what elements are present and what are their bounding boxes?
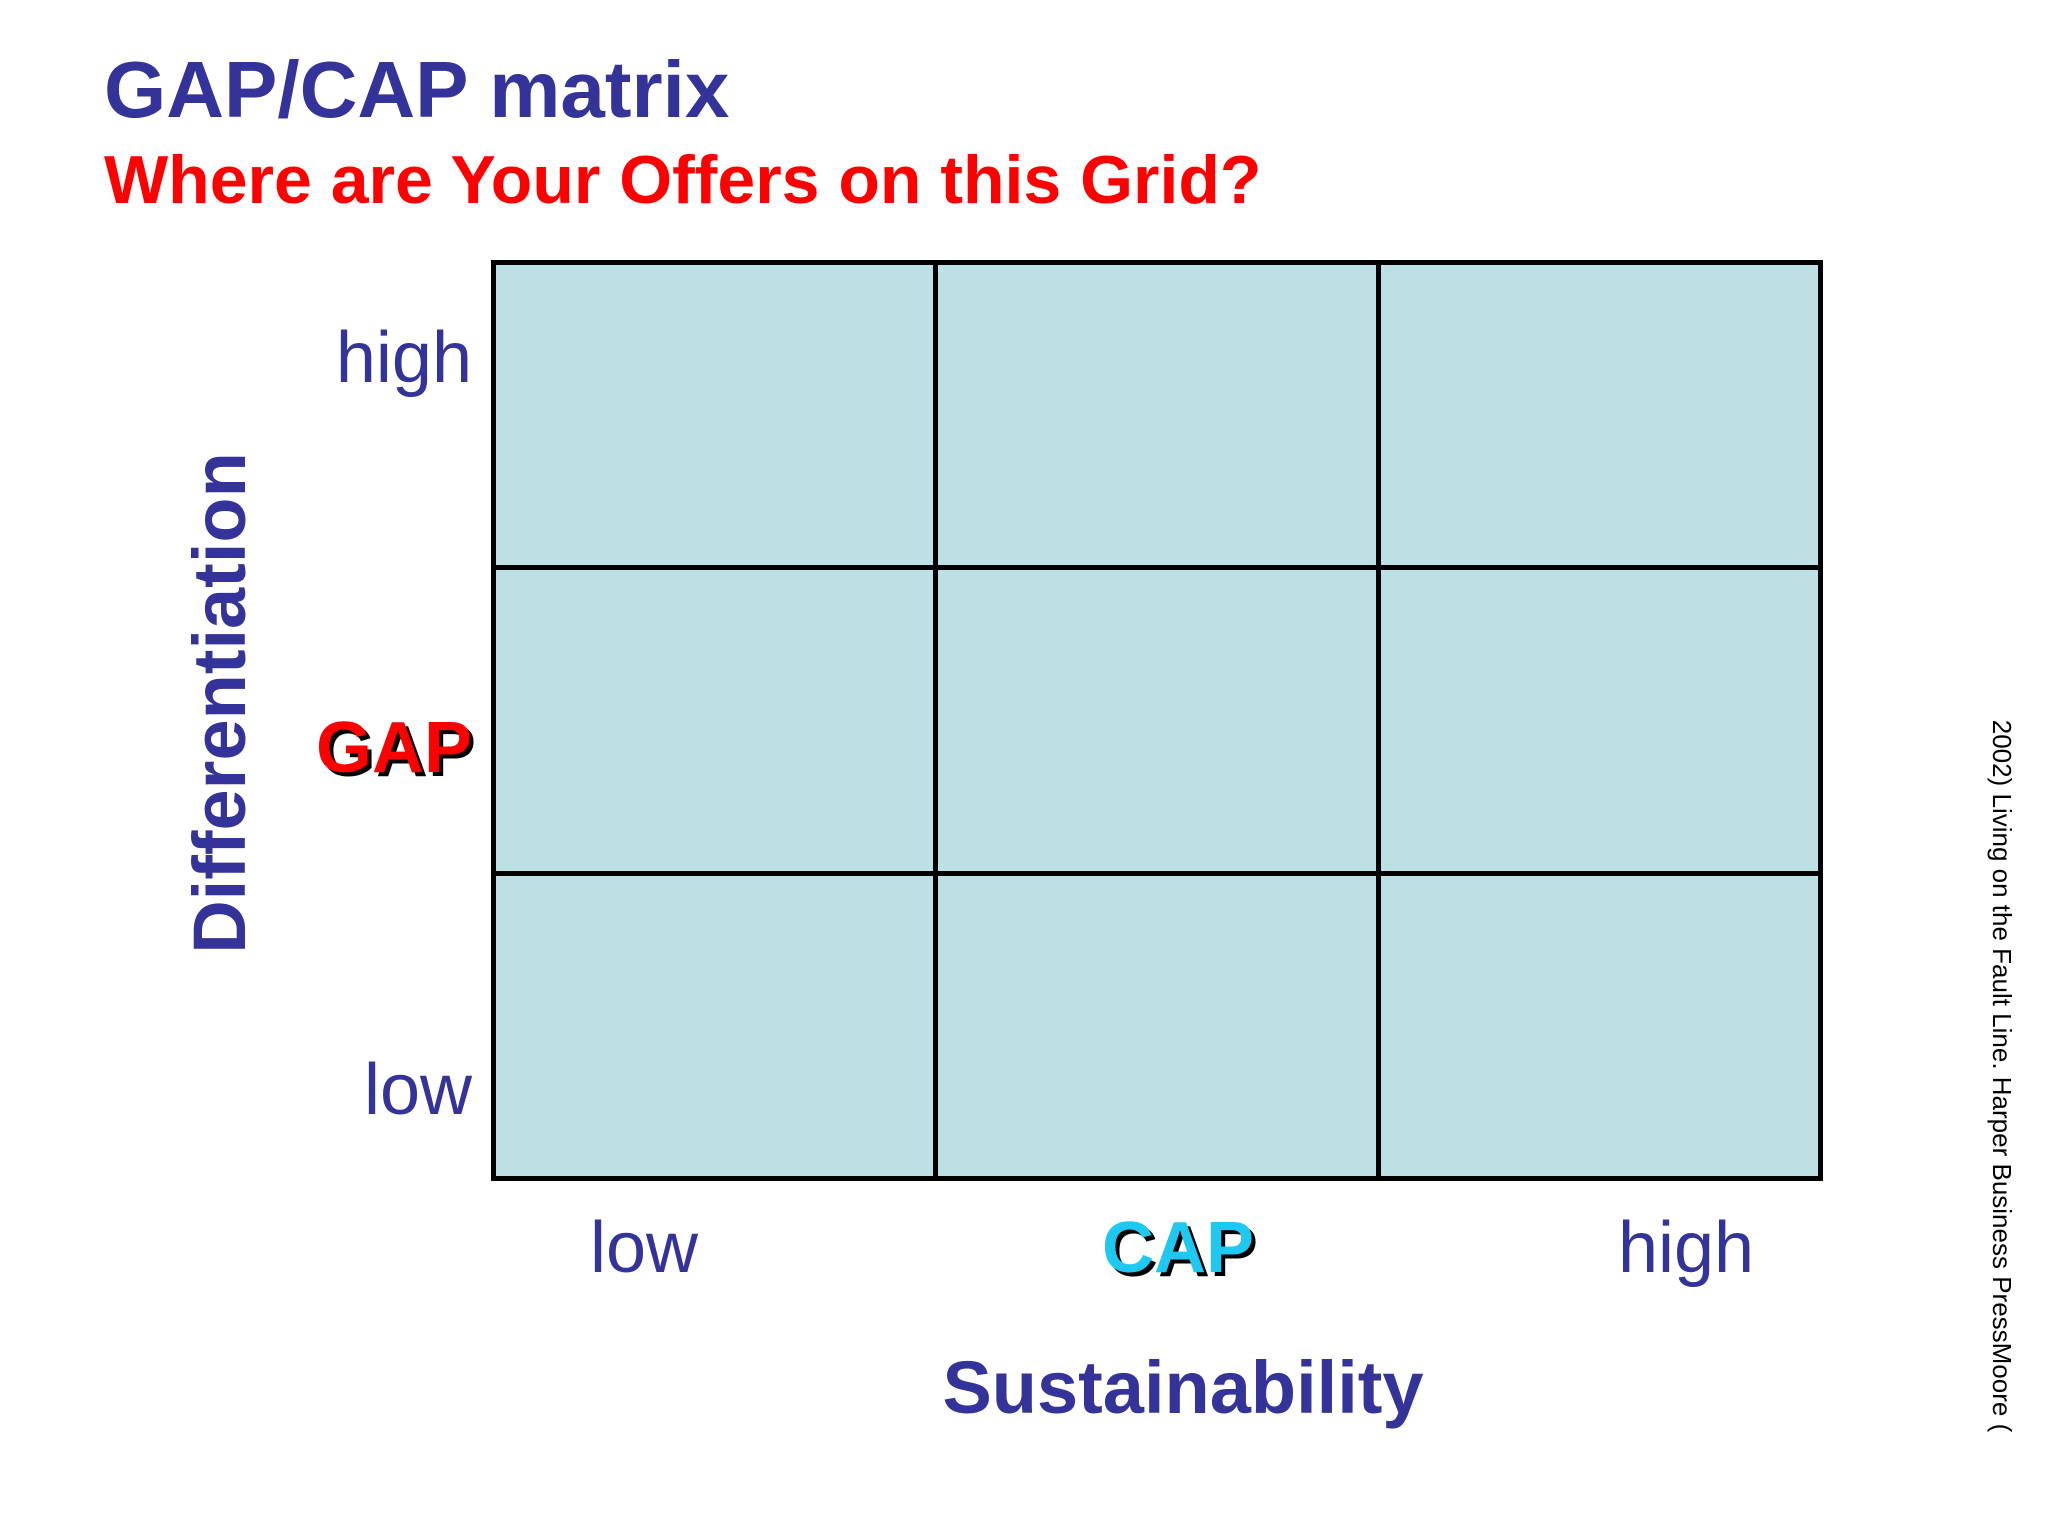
y-tick-gap: GAP xyxy=(315,708,472,788)
grid-cell-low-high xyxy=(1380,875,1818,1176)
grid-cell-high-mid xyxy=(938,265,1376,566)
grid-cell-low-mid xyxy=(938,875,1376,1176)
y-tick-low: low xyxy=(363,1050,472,1130)
grid-cell-low-low xyxy=(496,875,934,1176)
source-citation: 2002) Living on the Fault Line. Harper B… xyxy=(1987,719,2017,1433)
gap-cap-grid xyxy=(491,260,1823,1181)
slide-subtitle: Where are Your Offers on this Grid? xyxy=(104,142,1262,218)
grid-cell-high-low xyxy=(496,265,934,566)
y-axis-label: Differentiation xyxy=(178,452,261,954)
x-tick-low: low xyxy=(589,1208,699,1288)
grid-cell-mid-low xyxy=(496,570,934,871)
slide-title: GAP/CAP matrix xyxy=(104,45,730,134)
x-axis-label: Sustainability xyxy=(942,1346,1424,1429)
y-tick-high: high xyxy=(335,318,472,398)
x-tick-high: high xyxy=(1617,1208,1755,1288)
grid-cell-mid-mid xyxy=(938,570,1376,871)
grid-cell-high-high xyxy=(1380,265,1818,566)
x-tick-cap: CAP xyxy=(1101,1208,1255,1288)
grid-cell-mid-high xyxy=(1380,570,1818,871)
